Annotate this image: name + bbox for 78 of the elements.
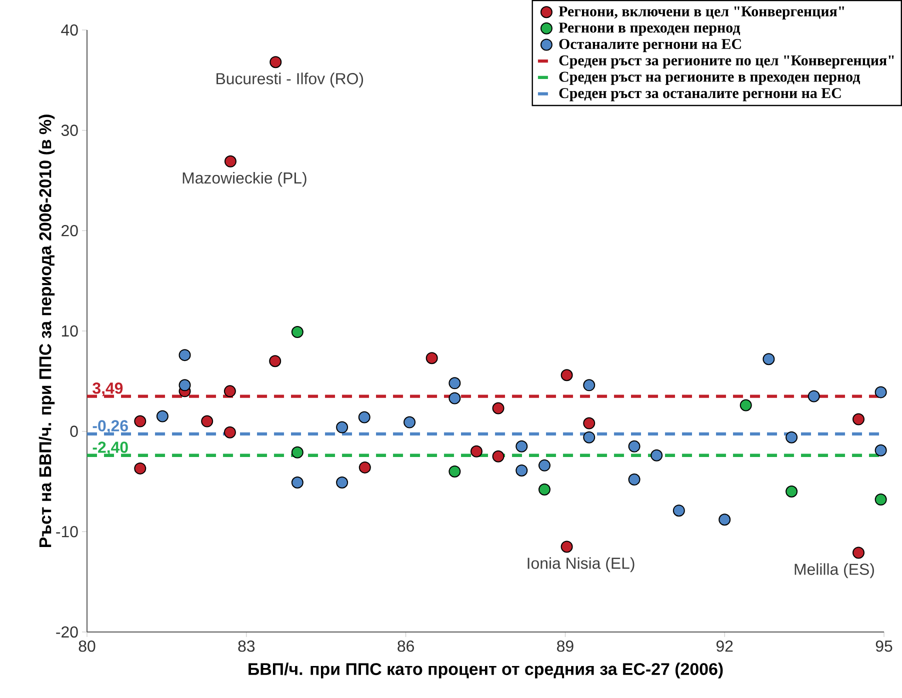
point — [134, 415, 146, 428]
x-tick-label: 92 — [716, 640, 733, 652]
x-tick-label: 83 — [238, 640, 255, 652]
point — [156, 410, 168, 422]
point — [291, 476, 304, 488]
point — [516, 464, 528, 476]
y-axis-title: Ръст на БВП/ч. при ППС за периода 2006-2010 (в %) — [38, 114, 55, 548]
legend-label: Регнони в преходен пернод — [558, 22, 740, 36]
point — [628, 440, 640, 452]
point — [470, 445, 482, 458]
point — [404, 416, 416, 428]
annotation: Mazowieckie (PL) — [182, 172, 306, 187]
point — [560, 540, 573, 553]
point — [762, 353, 775, 366]
point — [808, 390, 820, 402]
point — [134, 462, 146, 474]
point — [874, 494, 887, 506]
point — [672, 504, 685, 517]
point — [291, 446, 304, 458]
point — [426, 352, 438, 364]
point — [538, 484, 550, 496]
point — [492, 450, 504, 462]
point — [786, 486, 798, 498]
data-label: 3,49 — [92, 382, 123, 396]
point — [224, 155, 236, 168]
point — [628, 473, 640, 486]
legend-label: Среден ръст на регионите в преходен пернод — [559, 72, 860, 85]
point — [448, 392, 461, 404]
y-tick-label: -20 — [56, 626, 78, 638]
y-tick-label: 30 — [61, 124, 78, 136]
point — [336, 476, 348, 488]
point — [224, 426, 236, 438]
legend-label: Среден ръст за регионите по цел "Конвергенция" — [559, 55, 894, 68]
point — [448, 377, 461, 390]
x-axis-title: БВП/ч. при ППС като процент от средния за ЕС-27 (2006) — [248, 662, 723, 678]
annotation: Melilla (ES) — [794, 563, 874, 578]
x-tick-label: 95 — [876, 640, 892, 652]
point — [270, 56, 282, 68]
point — [492, 402, 504, 414]
point — [852, 413, 865, 426]
point — [516, 440, 528, 452]
point — [224, 385, 236, 398]
y-tick-label: 10 — [62, 325, 78, 337]
y-tick-label: 20 — [62, 225, 78, 236]
point — [560, 369, 573, 382]
point — [874, 386, 887, 398]
x-tick-label: 86 — [398, 640, 414, 652]
point — [874, 444, 887, 456]
point — [740, 399, 752, 412]
point — [358, 461, 371, 474]
point — [269, 355, 282, 368]
legend-label: Среден ръст за останалите регнони на ЕС — [559, 88, 841, 102]
y-tick-label: 40 — [61, 24, 78, 36]
point — [583, 379, 596, 392]
legend-label: Регнони, включени в цел "Конвергенция" — [558, 6, 844, 20]
point — [786, 431, 798, 444]
y-tick-label: 0 — [70, 426, 78, 437]
point — [852, 546, 865, 559]
point — [718, 514, 731, 526]
x-tick-label: 89 — [557, 640, 574, 652]
x-tick-label: 80 — [78, 640, 96, 652]
point — [538, 459, 550, 472]
point — [650, 449, 663, 462]
y-tick-label: -10 — [56, 526, 78, 538]
point — [178, 349, 191, 362]
data-label: -0,26 — [92, 420, 128, 434]
point — [583, 417, 596, 430]
point — [178, 379, 191, 392]
point — [336, 421, 348, 434]
point — [291, 326, 304, 338]
data-label: -2,40 — [92, 442, 128, 456]
point — [583, 431, 596, 444]
point — [448, 465, 461, 478]
annotation: Bucuresti - Ilfov (RO) — [216, 72, 364, 88]
annotation: Ionia Nisia (EL) — [528, 557, 634, 572]
point — [201, 415, 214, 428]
point — [358, 411, 370, 424]
legend-label: Останалите регнони на ЕС — [559, 39, 741, 52]
